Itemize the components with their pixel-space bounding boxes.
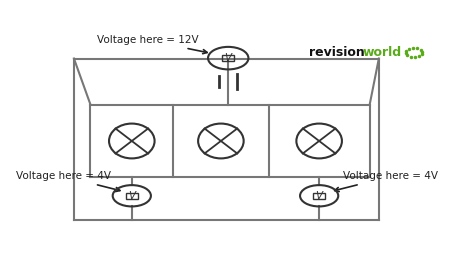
Text: Voltage here = 12V: Voltage here = 12V: [97, 35, 207, 54]
Text: V: V: [316, 191, 323, 201]
Text: Voltage here = 4V: Voltage here = 4V: [16, 172, 120, 192]
Text: world: world: [362, 46, 401, 59]
Text: revision: revision: [309, 46, 365, 59]
Text: V: V: [225, 53, 232, 63]
Text: Voltage here = 4V: Voltage here = 4V: [335, 172, 438, 192]
Text: V: V: [128, 191, 136, 201]
